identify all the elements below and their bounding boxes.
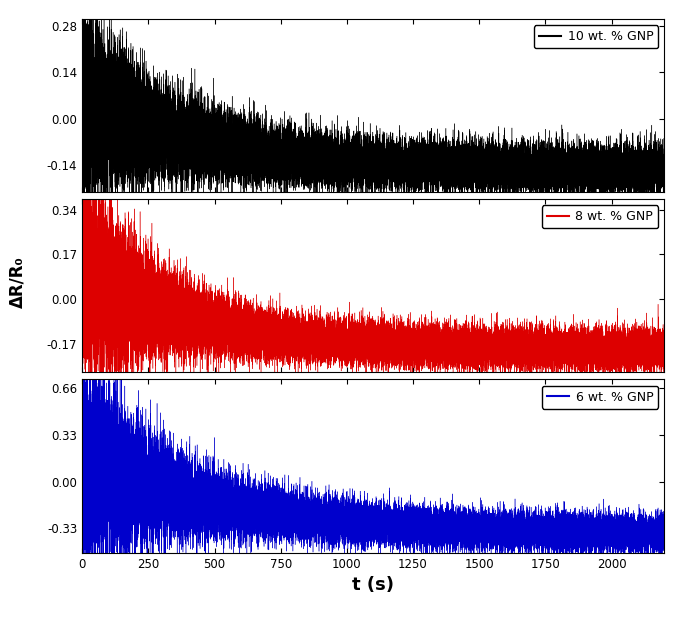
X-axis label: t (s): t (s) [352, 576, 395, 594]
Text: ΔR/R₀: ΔR/R₀ [8, 257, 26, 308]
Legend: 6 wt. % GNP: 6 wt. % GNP [542, 386, 658, 409]
Legend: 8 wt. % GNP: 8 wt. % GNP [542, 205, 658, 229]
Legend: 10 wt. % GNP: 10 wt. % GNP [534, 25, 658, 48]
